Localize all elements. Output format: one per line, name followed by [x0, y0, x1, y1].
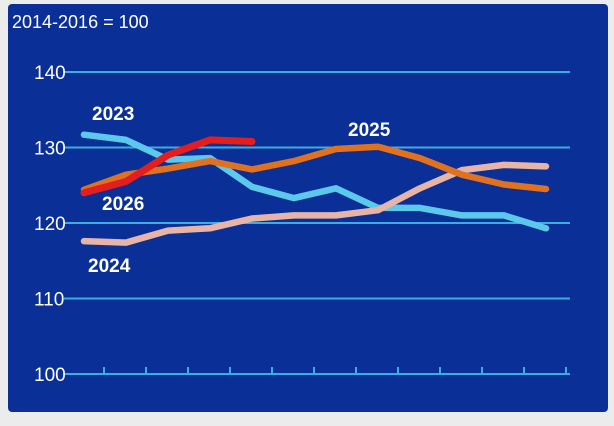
series-line-2025: [80, 143, 550, 194]
y-tick-label: 110: [34, 290, 64, 311]
series-label-2025: 2025: [348, 120, 391, 141]
series-labels: 2023 2024 2025 2026: [88, 104, 391, 277]
series-label-2026: 2026: [102, 194, 144, 215]
series-label-2023: 2023: [92, 104, 134, 125]
grid-lines: [64, 71, 570, 375]
series-line-2024: [80, 161, 550, 246]
y-tick-label: 140: [34, 63, 66, 84]
series-label-2024: 2024: [88, 256, 131, 277]
series-line-2026: [80, 136, 256, 197]
series-lines: [80, 131, 550, 246]
chart-subtitle: 2014-2016 = 100: [12, 12, 149, 32]
y-tick-label: 100: [34, 365, 66, 386]
y-tick-label: 130: [34, 139, 66, 160]
line-chart: 2014-2016 = 100 140 130 120 110 100 2023 2024…: [12, 12, 570, 386]
y-axis-ticks: 140 130 120 110 100: [34, 63, 66, 386]
chart-panel: 2014-2016 = 100 140 130 120 110 100 2023 2024…: [8, 4, 608, 412]
y-tick-label: 120: [34, 214, 66, 235]
